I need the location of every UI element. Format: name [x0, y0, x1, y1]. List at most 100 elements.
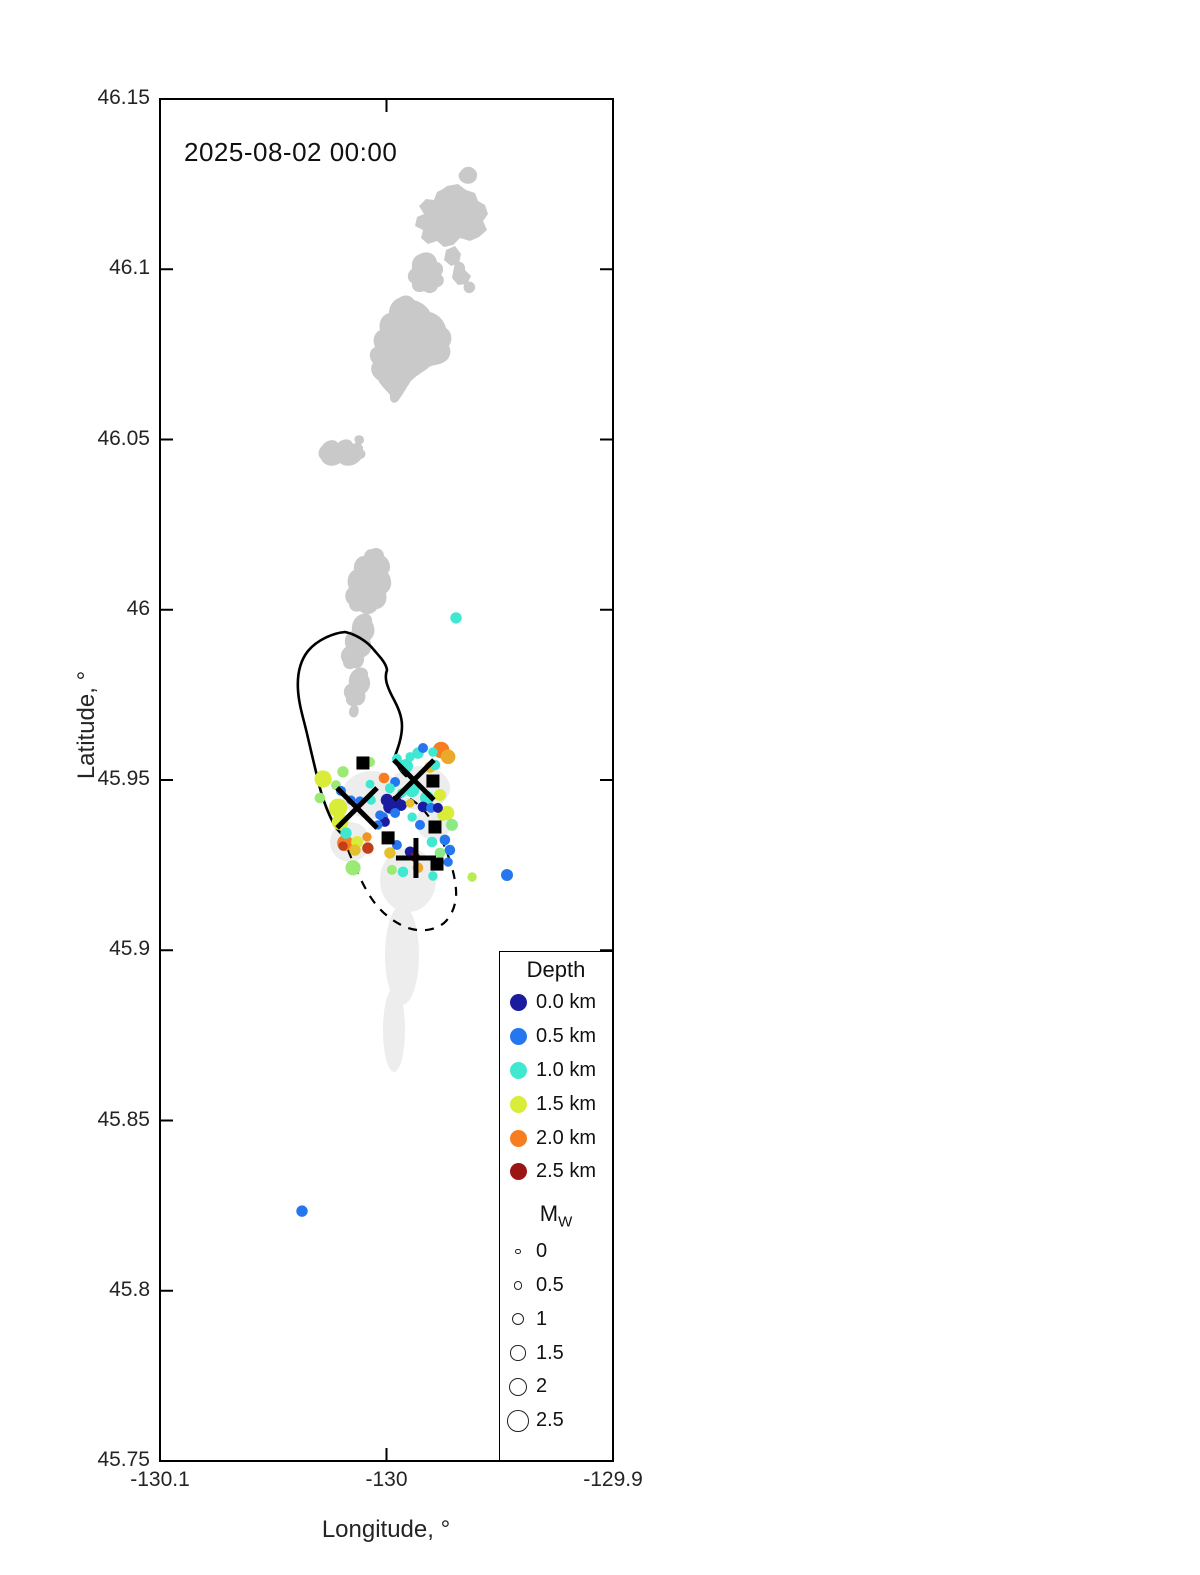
depth-swatch-circle	[509, 1061, 527, 1079]
earthquake-point	[434, 847, 446, 859]
mw-swatch-circle	[515, 1248, 521, 1255]
legend-mw-label: 0	[536, 1240, 548, 1263]
earthquake-point	[365, 779, 375, 789]
legend-mw-swatch-cell	[500, 1281, 536, 1290]
legend-mw-swatch-cell	[500, 1377, 536, 1397]
y-tick-label: 46	[126, 596, 150, 620]
earthquake-point	[428, 871, 438, 881]
legend-depth-row: 2.5 km	[500, 1155, 612, 1189]
mw-swatch-circle	[512, 1313, 524, 1326]
y-tick-label: 45.75	[97, 1448, 150, 1471]
legend-depth-swatch-cell	[500, 1028, 536, 1046]
depth-swatch-circle	[509, 994, 527, 1012]
earthquake-point	[340, 827, 352, 839]
legend-depth-label: 2.0 km	[536, 1126, 597, 1149]
y-tick-label: 45.9	[109, 937, 150, 961]
earthquake-point	[328, 798, 348, 818]
earthquake-point	[417, 801, 429, 813]
legend-mw-swatch-cell	[500, 1313, 536, 1326]
earthquake-point	[384, 847, 396, 859]
legend-mw-row: 2.5	[500, 1404, 612, 1438]
y-tick-label: 46.1	[109, 256, 150, 280]
legend-mw-label: 0.5	[536, 1273, 564, 1296]
gray-lava-flow-patches	[318, 166, 488, 718]
legend-depth-title: Depth	[526, 957, 586, 982]
legend-mw-entries: 0 0.5 1 1.5 2 2.5	[500, 1235, 612, 1438]
earthquake-point	[314, 770, 332, 788]
legend-depth-label: 2.5 km	[536, 1160, 597, 1183]
legend-depth-label: 0.0 km	[536, 991, 597, 1014]
station-marker	[356, 756, 370, 770]
earthquake-point	[446, 818, 458, 831]
earthquake-point	[384, 783, 395, 794]
legend-depth-label: 1.5 km	[536, 1092, 597, 1115]
legend-mw-swatch-cell	[500, 1345, 536, 1361]
earthquake-point	[405, 798, 415, 808]
depth-swatch-circle	[509, 1095, 527, 1113]
earthquake-point	[443, 857, 453, 867]
legend-depth-label: 0.5 km	[536, 1025, 597, 1048]
y-tick-label: 45.95	[97, 767, 150, 790]
legend-mw-row: 0.5	[500, 1269, 612, 1303]
earthquake-point	[434, 789, 446, 801]
mw-swatch-circle	[510, 1345, 526, 1361]
x-axis-title: Longitude, °	[321, 1516, 451, 1543]
earthquake-point	[338, 841, 348, 851]
earthquake-point	[397, 866, 409, 878]
y-tick-label: 45.85	[97, 1107, 150, 1131]
earthquake-point	[375, 810, 385, 820]
earthquake-point	[390, 808, 401, 818]
earthquake-point	[314, 792, 326, 804]
station-marker	[426, 774, 440, 788]
earthquake-point	[428, 747, 438, 757]
earthquake-point	[444, 844, 456, 856]
legend-depth-swatch-cell	[500, 1061, 536, 1079]
x-tick-label: -130.1	[130, 1468, 190, 1491]
legend-mw-swatch-cell	[500, 1248, 536, 1255]
station-marker	[430, 857, 444, 871]
earthquake-point	[362, 842, 374, 854]
earthquake-point	[501, 869, 513, 881]
legend-depth-row: 2.0 km	[500, 1121, 612, 1155]
earthquake-point	[407, 812, 417, 822]
legend-mw-label: 2	[536, 1375, 548, 1398]
earthquake-point	[439, 834, 451, 846]
legend-depth-swatch-cell	[500, 1163, 536, 1181]
epicenter-x-marker	[392, 758, 436, 802]
legend-depth-swatch-cell	[500, 1095, 536, 1113]
legend-depth-swatch-cell	[500, 1129, 536, 1147]
legend-depth-row: 1.5 km	[500, 1087, 612, 1121]
legend-mw-title: MW	[500, 1201, 612, 1235]
earthquake-point	[362, 832, 372, 842]
legend-mw-label: 1.5	[536, 1341, 564, 1364]
earthquake-point	[426, 836, 438, 848]
earthquake-point	[432, 802, 443, 813]
earthquake-point	[337, 766, 349, 778]
y-tick-label: 45.8	[109, 1277, 150, 1301]
legend-depth-label: 1.0 km	[536, 1058, 597, 1081]
legend-depth-row: 1.0 km	[500, 1054, 612, 1088]
depth-swatch-circle	[509, 1129, 527, 1147]
station-marker	[381, 831, 395, 845]
legend-mw-row: 2	[500, 1370, 612, 1404]
legend-depth-row: 0.5 km	[500, 1020, 612, 1054]
x-tick-label: -130	[365, 1468, 408, 1491]
legend-mw-swatch-cell	[500, 1409, 536, 1432]
earthquake-point	[386, 864, 397, 875]
earthquake-point	[418, 743, 428, 753]
earthquake-point	[440, 749, 456, 765]
mw-swatch-circle	[508, 1377, 528, 1397]
y-tick-label: 46.15	[97, 86, 150, 109]
mw-swatch-circle	[513, 1281, 523, 1290]
earthquake-point	[395, 799, 407, 811]
mw-swatch-circle	[507, 1409, 529, 1432]
legend-depth-row: 0.0 km	[500, 986, 612, 1020]
epicenter-x-marker	[335, 786, 379, 830]
legend-mw-row: 1.5	[500, 1336, 612, 1370]
earthquake-point	[450, 612, 462, 624]
depth-swatch-circle	[509, 1028, 527, 1046]
earthquake-point	[296, 1205, 308, 1217]
legend-depth-entries: 0.0 km 0.5 km 1.0 km 1.5 km 2.0 km 2.5 km	[500, 986, 612, 1189]
